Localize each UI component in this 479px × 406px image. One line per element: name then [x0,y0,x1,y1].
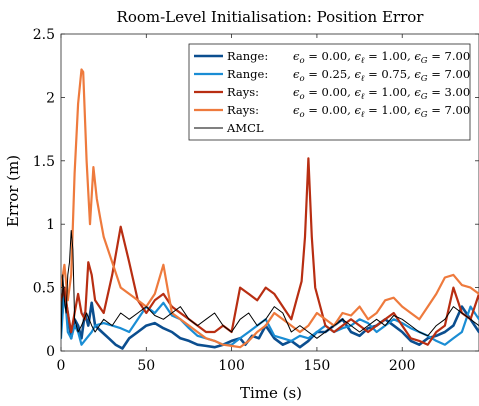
x-tick-label: 150 [304,358,331,374]
axis-ticks: 0 50 100 150 200 0 0.5 1 1.5 2 2.5 [33,27,479,374]
x-tick-label: 50 [137,358,155,374]
series-lines [61,68,479,350]
x-axis-label: Time (s) [240,384,302,402]
legend-entry-params: ϵo = 0.00, ϵℓ = 1.00, ϵG = 7.00 [293,103,470,120]
x-tick-label: 200 [389,358,416,374]
y-axis-label: Error (m) [4,155,22,227]
series-line-4 [61,68,479,349]
legend: Range: ϵo = 0.00, ϵℓ = 1.00, ϵG = 7.00 Ran… [188,43,471,141]
legend-entry: Rays: [227,85,259,99]
legend-entry: Range: [227,49,268,63]
legend-entry: Range: [227,67,268,81]
series-line-1 [61,292,479,350]
y-tick-label: 1 [46,217,55,233]
series-line-5 [61,230,479,339]
chart-title: Room-Level Initialisation: Position Erro… [117,8,425,26]
legend-entry: Rays: [227,103,259,117]
series-line-2 [61,286,479,346]
y-tick-label: 0 [46,344,55,360]
legend-entry: AMCL [226,121,264,135]
x-tick-label: 0 [57,358,66,374]
y-tick-label: 2.5 [33,27,55,43]
y-tick-label: 1.5 [33,154,55,170]
legend-box [188,43,471,141]
legend-entry-params: ϵo = 0.00, ϵℓ = 1.00, ϵG = 3.00 [293,85,470,102]
y-tick-label: 2 [46,90,55,106]
series-line-3 [61,157,479,346]
y-tick-label: 0.5 [33,281,55,297]
x-tick-label: 100 [218,358,245,374]
legend-entry-params: ϵo = 0.00, ϵℓ = 1.00, ϵG = 7.00 [293,49,470,66]
legend-entry-params: ϵo = 0.25, ϵℓ = 0.75, ϵG = 7.00 [293,67,470,84]
